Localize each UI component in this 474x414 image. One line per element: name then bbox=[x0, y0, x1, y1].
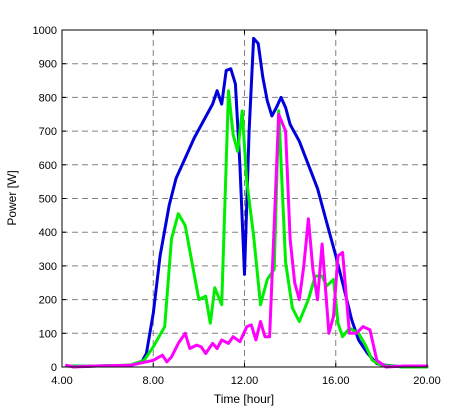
y-axis-title: Power [W] bbox=[5, 170, 19, 225]
y-tick-label: 300 bbox=[39, 261, 57, 273]
x-tick-label: 12.00 bbox=[231, 375, 259, 387]
y-tick-label: 1000 bbox=[33, 25, 57, 37]
y-tick-label: 100 bbox=[39, 328, 57, 340]
axis-ticks: 0 100 200 300 400 500 600 700 800 900 1000 4.00 8.00… bbox=[33, 25, 441, 387]
series-line-3 bbox=[65, 112, 429, 369]
y-tick-label: 0 bbox=[51, 362, 57, 374]
y-tick-label: 800 bbox=[39, 92, 57, 104]
y-tick-label: 600 bbox=[39, 160, 57, 172]
series-lines bbox=[65, 36, 429, 369]
y-tick-label: 700 bbox=[39, 126, 57, 138]
series-line-2 bbox=[65, 89, 429, 369]
x-tick-label: 4.00 bbox=[51, 375, 72, 387]
x-axis-title: Time [hour] bbox=[214, 392, 274, 406]
x-tick-label: 20.00 bbox=[413, 375, 441, 387]
y-tick-label: 200 bbox=[39, 295, 57, 307]
y-tick-label: 500 bbox=[39, 194, 57, 206]
y-tick-label: 400 bbox=[39, 227, 57, 239]
series-line-1 bbox=[65, 36, 429, 369]
y-tick-label: 900 bbox=[39, 59, 57, 71]
x-tick-label: 8.00 bbox=[143, 375, 164, 387]
x-tick-label: 16.00 bbox=[322, 375, 350, 387]
grid-lines bbox=[62, 30, 427, 367]
